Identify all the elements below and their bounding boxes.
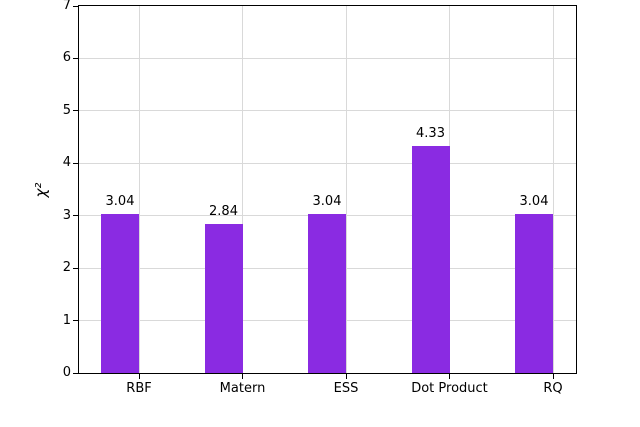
x-tick-mark <box>242 374 243 379</box>
x-gridline <box>552 6 554 373</box>
bar <box>101 213 139 373</box>
x-tick-mark <box>345 374 347 379</box>
y-tick-label: 1 <box>62 312 71 328</box>
bar-value-label: 3.04 <box>105 193 135 209</box>
y-tick-mark <box>73 372 78 374</box>
x-tick-label: RQ <box>543 381 563 396</box>
x-gridline <box>138 6 140 373</box>
bar-value-label: 3.04 <box>519 193 549 209</box>
y-axis-label: χ² <box>32 182 50 198</box>
x-tick-label: ESS <box>333 381 359 396</box>
y-gridline <box>79 57 576 59</box>
y-tick-mark <box>73 110 78 112</box>
x-tick-label: Matern <box>219 381 266 396</box>
y-gridline <box>79 110 576 112</box>
y-tick-mark <box>73 215 78 217</box>
bar-value-label: 3.04 <box>312 193 342 209</box>
y-tick-mark <box>73 5 78 7</box>
y-tick-label: 6 <box>62 50 71 66</box>
y-tick-mark <box>73 320 78 322</box>
bar <box>411 145 450 373</box>
y-tick-mark <box>73 57 78 59</box>
x-gridline <box>345 6 347 373</box>
bar-value-label: 2.84 <box>209 204 238 220</box>
y-tick-mark <box>73 267 78 269</box>
y-tick-label: 7 <box>62 0 71 13</box>
y-tick-label: 3 <box>62 207 71 223</box>
x-tick-label: Dot Product <box>411 381 488 396</box>
x-tick-mark <box>138 374 140 379</box>
y-tick-label: 4 <box>62 155 71 171</box>
y-tick-label: 5 <box>62 102 71 118</box>
y-tick-mark <box>73 162 78 164</box>
y-gridline <box>79 162 576 164</box>
bar <box>204 224 243 373</box>
x-gridline <box>242 6 243 373</box>
plot-area <box>78 5 577 374</box>
x-tick-label: RBF <box>126 381 152 396</box>
x-tick-mark <box>552 374 554 379</box>
x-gridline <box>449 6 450 373</box>
y-tick-label: 0 <box>62 365 71 380</box>
bar <box>308 213 346 373</box>
x-tick-mark <box>449 374 450 379</box>
bar-value-label: 4.33 <box>416 125 445 141</box>
bar <box>515 213 553 373</box>
y-tick-label: 2 <box>62 260 71 276</box>
